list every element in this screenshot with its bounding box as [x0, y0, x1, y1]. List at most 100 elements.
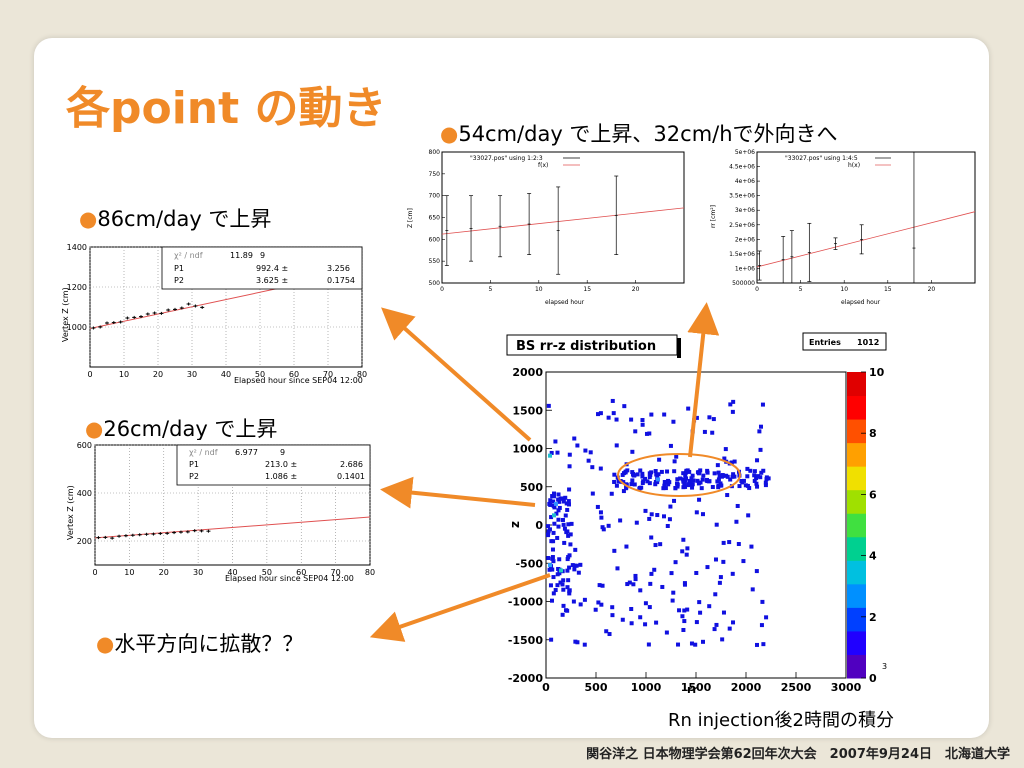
hist-cell	[677, 608, 682, 613]
hist-cell	[549, 637, 554, 642]
hist-cell	[609, 491, 614, 496]
hist-cell	[550, 567, 555, 572]
hist-cell	[721, 540, 726, 545]
hist-cell	[549, 539, 554, 544]
footer-text: 関谷洋之 日本物理学会第62回年次大会 2007年9月24日 北海道大学	[586, 747, 1010, 762]
hist-cell	[715, 479, 720, 484]
palette-tick-label: 0	[869, 672, 877, 685]
hist-cell	[550, 556, 555, 561]
hist-cell	[701, 473, 706, 478]
hist-cell	[705, 470, 710, 475]
y-axis-label: Z [cm]	[407, 208, 414, 228]
hist-cell	[695, 470, 700, 475]
hist-cell	[633, 577, 638, 582]
x-tick-label: 5	[488, 286, 492, 293]
fit-stat-value: 1.086 ±	[265, 472, 297, 481]
hist-cell	[582, 642, 587, 647]
legend-data: "33027.pos" using 1:4:5	[785, 155, 858, 162]
hist-cell	[731, 399, 736, 404]
hist-cell	[653, 469, 658, 474]
hist-cell	[598, 510, 603, 515]
hist-cell	[668, 443, 673, 448]
y-tick-label: 650	[429, 215, 441, 222]
hist-cell	[560, 582, 565, 587]
hist-cell	[590, 491, 595, 496]
hist-cell	[660, 584, 665, 589]
arrow-to-diffusion	[369, 573, 551, 642]
hist-cell	[689, 476, 694, 481]
hist-cell	[754, 481, 759, 486]
hist-cell	[567, 464, 572, 469]
hist-cell	[583, 448, 588, 453]
palette-band	[847, 630, 866, 655]
hist-cell	[763, 480, 768, 485]
hist-cell	[675, 484, 680, 489]
hist-cell	[568, 532, 573, 537]
hist-cell	[597, 583, 602, 588]
hist-cell	[698, 610, 703, 615]
palette-band	[847, 395, 866, 420]
fit-plot-26cm: 0 10 20 30 40 50 60 70 80 200 400 600 χ² / ndf 6.97…	[65, 440, 375, 585]
y-tick-label: 1.5e+06	[729, 251, 755, 258]
hist-cell	[638, 468, 643, 473]
arrow-to-86cm	[381, 307, 532, 442]
x-axis-label: Elapsed hour since SEP04 12:00	[225, 574, 354, 583]
hist-cell	[554, 511, 559, 516]
hist-cell	[655, 513, 660, 518]
hist-cell	[716, 483, 721, 488]
hist-cell	[555, 535, 560, 540]
y-tick-label: 5e+06	[735, 149, 755, 156]
hist-cell	[645, 479, 650, 484]
hist-cell	[752, 469, 757, 474]
x-tick-label: 2500	[781, 681, 812, 694]
hist-cell	[546, 532, 551, 537]
hist-cell	[548, 498, 553, 503]
fit-stat-right: 9	[280, 448, 285, 457]
hist-cell	[680, 549, 685, 554]
hist-cell	[734, 519, 739, 524]
hist-cell	[563, 608, 568, 613]
hist-cell	[760, 599, 765, 604]
hist-cell	[693, 642, 698, 647]
hist-cell	[546, 403, 551, 408]
hist-cell	[641, 479, 646, 484]
histogram-caption: Rn injection後2時間の積分	[668, 710, 894, 731]
x-tick-label: 50	[255, 370, 265, 379]
hist-cell	[690, 482, 695, 487]
hist-cell	[729, 460, 734, 465]
legend-fit: f(x)	[538, 162, 548, 169]
hist-cell	[764, 475, 769, 480]
fit-stat-right: 2.686	[340, 460, 363, 469]
x-tick-label: 2000	[731, 681, 762, 694]
x-tick-label: 30	[193, 568, 203, 577]
hist-cell	[649, 571, 654, 576]
hist-cell	[668, 504, 673, 509]
y-tick-label: 3.5e+06	[729, 193, 755, 200]
plot-grid	[94, 444, 371, 565]
hist-cell	[752, 478, 757, 483]
fit-stat-value: 3.625 ±	[256, 276, 288, 285]
hist-cell	[600, 583, 605, 588]
hist-cell	[572, 436, 577, 441]
hist-cell	[754, 476, 759, 481]
hist-cell	[621, 471, 626, 476]
hist-cell	[712, 627, 717, 632]
y-tick-label: -1500	[508, 634, 544, 647]
hist-cell	[691, 478, 696, 483]
hist-cell	[714, 522, 719, 527]
hist-cell	[655, 480, 660, 485]
hist-cell	[758, 424, 763, 429]
palette-tick-label: 4	[869, 550, 877, 563]
hist-cell	[686, 406, 691, 411]
hist-cell	[599, 602, 604, 607]
x-tick-label: 3000	[831, 681, 862, 694]
hist-cell	[643, 601, 648, 606]
x-tick-label: 40	[227, 568, 237, 577]
hist-cell	[555, 583, 560, 588]
hist-cell	[557, 505, 562, 510]
hist-cell	[551, 575, 556, 580]
plot-frame	[756, 151, 976, 284]
hist-cell	[730, 409, 735, 414]
bullet-86cm-text: 86cm/day で上昇	[97, 207, 272, 231]
hist-cell	[565, 507, 570, 512]
